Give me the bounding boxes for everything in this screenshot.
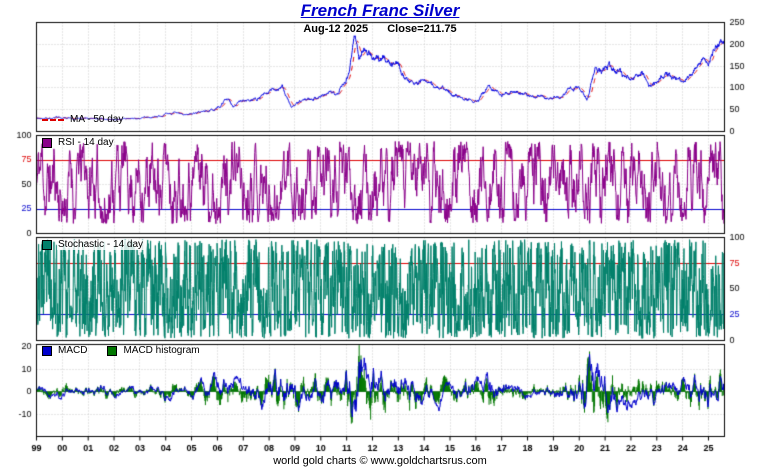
macd-legend-label: MACD [58, 345, 88, 356]
page-title: French Franc Silver [300, 1, 460, 20]
ma-legend-label: MA - 50 day [70, 114, 124, 125]
stochastic-swatch-icon [42, 240, 52, 250]
macd-histogram-swatch-icon [107, 346, 118, 356]
stochastic-legend: Stochastic - 14 day [42, 239, 145, 250]
stochastic-legend-label: Stochastic - 14 day [57, 239, 145, 250]
rsi-legend-label: RSI - 14 day [58, 137, 114, 148]
date-label: Aug-12 2025 [303, 23, 369, 35]
ma-legend: MA - 50 day [42, 115, 124, 125]
macd-legend: MACD MACD histogram [42, 346, 201, 356]
ma-dashed-line-swatch [42, 119, 64, 121]
close-value-label: Close=211.75 [387, 23, 457, 35]
macd-line-swatch-icon [42, 346, 52, 356]
footer-credit: world gold charts © www.goldchartsrus.co… [273, 455, 487, 467]
rsi-legend: RSI - 14 day [42, 138, 115, 148]
chart-subtitle: Aug-12 2025 Close=211.75 [0, 23, 760, 35]
macd-histogram-legend-label: MACD histogram [123, 345, 200, 356]
rsi-swatch-icon [42, 138, 52, 148]
